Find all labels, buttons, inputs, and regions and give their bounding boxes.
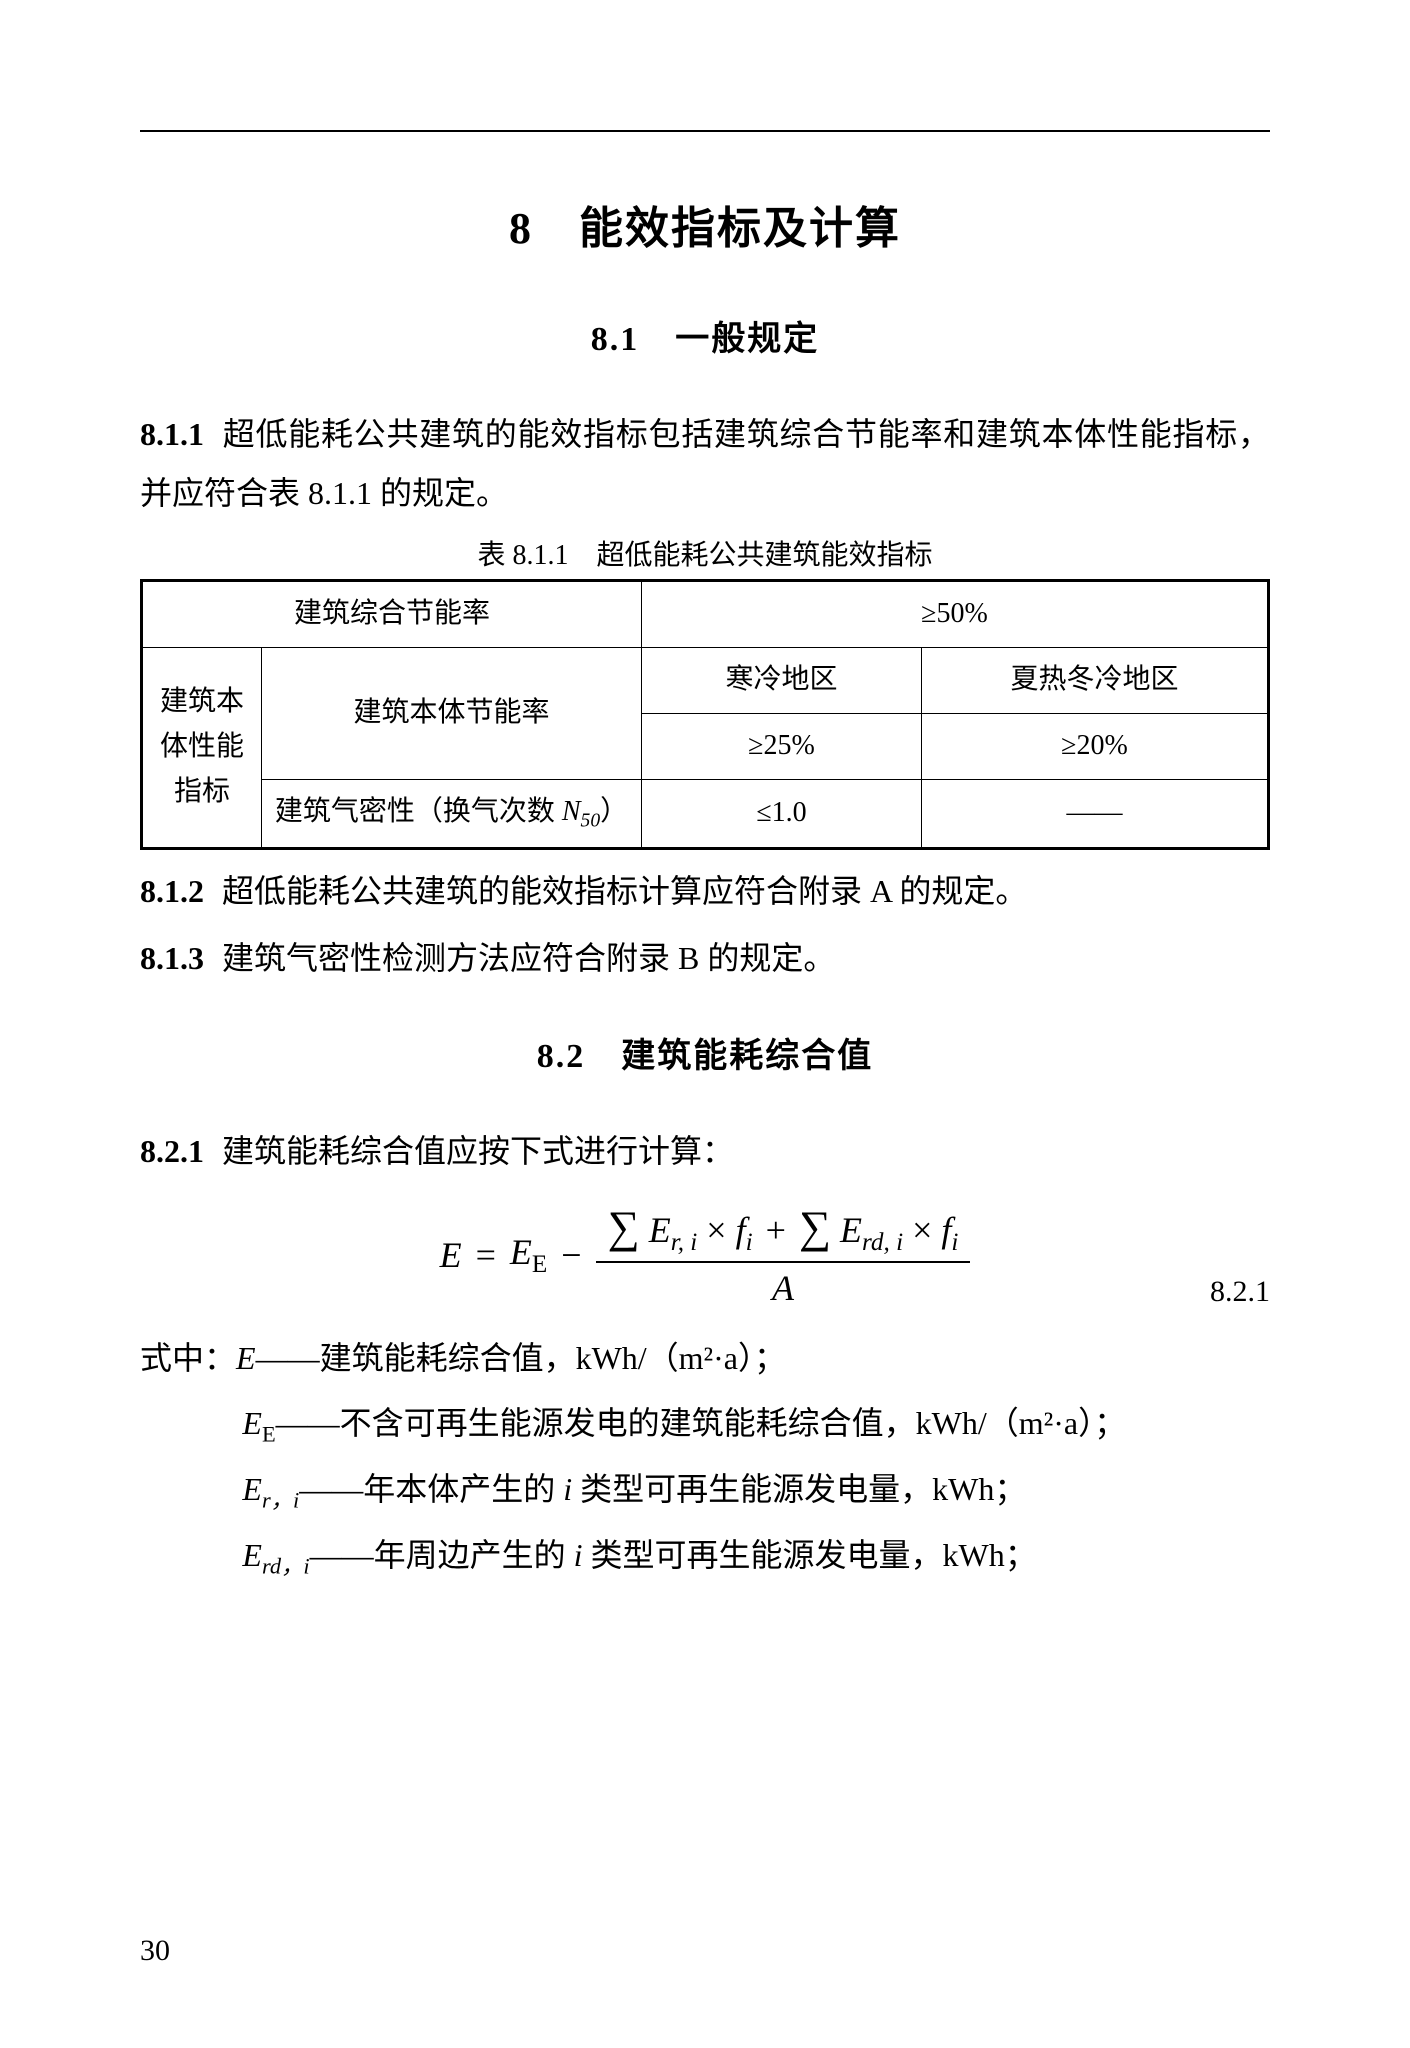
fraction: ∑ Er, i × fi + ∑ Erd, i × fi A [596,1201,971,1309]
def-symbol-sub: r，i [262,1487,299,1512]
clause-num: 8.1.1 [140,416,204,452]
numerator: ∑ Er, i × fi + ∑ Erd, i × fi [596,1201,971,1263]
sym-eq: = [476,1234,496,1276]
sym-times: × [912,1210,932,1250]
clause-8-2-1: 8.2.1 建筑能耗综合值应按下式进行计算： [140,1122,1270,1181]
sym-plus: + [766,1210,786,1250]
sym-Er: E [649,1210,671,1250]
chapter-title: 8 能效指标及计算 [140,192,1270,256]
clause-text: 超低能耗公共建筑的能效指标包括建筑综合节能率和建筑本体性能指标，并应符合表 8.… [140,416,1270,511]
def-line: EE——不含可再生能源发电的建筑能耗综合值，kWh/（m²·a）； [140,1392,1270,1456]
clause-text: 超低能耗公共建筑的能效指标计算应符合附录 A 的规定。 [222,873,1027,909]
cell-header: 夏热冬冷地区 [922,648,1269,714]
sigma-icon: ∑ [799,1202,831,1252]
var-N-sub: 50 [581,810,601,831]
cell-value: —— [922,779,1269,848]
clause-num: 8.1.2 [140,873,204,909]
section-8-1-title: 8.1 一般规定 [140,311,1270,360]
sym-fi: f [736,1210,746,1250]
def-symbol: E [236,1340,256,1376]
sym-fi: f [941,1210,951,1250]
clause-text: 建筑气密性检测方法应符合附录 B 的规定。 [222,940,835,976]
sym-E-base: E [510,1232,532,1272]
table-row: 建筑本体性能指标 建筑本体节能率 寒冷地区 夏热冬冷地区 [142,648,1269,714]
cell-value: ≤1.0 [642,779,922,848]
cell-header: 寒冷地区 [642,648,922,714]
clause-text: 建筑能耗综合值应按下式进行计算： [222,1133,734,1169]
def-text-post: 类型可再生能源发电量，kWh； [583,1537,1037,1573]
sym-E: E [440,1234,462,1276]
cell-value: ≥20% [922,713,1269,779]
def-symbol-sub: E [262,1421,276,1446]
table-8-1-1: 建筑综合节能率 ≥50% 建筑本体性能指标 建筑本体节能率 寒冷地区 夏热冬冷地… [140,579,1270,849]
sym-fi-sub: i [951,1229,958,1256]
var-N: N [562,796,581,827]
clause-num: 8.1.3 [140,940,204,976]
denominator: A [772,1263,794,1309]
equation-8-2-1: E = EE − ∑ Er, i × fi + ∑ Erd, i × fi A [140,1201,1270,1309]
clause-num: 8.2.1 [140,1133,204,1169]
sigma-icon: ∑ [608,1202,640,1252]
sym-minus: − [561,1234,581,1276]
cell-label: 建筑综合节能率 [142,581,642,648]
def-line: 式中：E——建筑能耗综合值，kWh/（m²·a）； [140,1327,1270,1389]
cell-value: ≥25% [642,713,922,779]
sym-Erd-sub: rd, i [862,1229,903,1256]
sym-EE: EE [510,1231,547,1279]
sym-Erd: E [840,1210,862,1250]
def-text-pre: ——年本体产生的 [299,1471,563,1507]
label-prefix: 建筑气密性（换气次数 [275,796,562,827]
def-symbol-sub: rd，i [262,1553,310,1578]
def-symbol: E [242,1405,262,1441]
table-8-1-1-caption: 表 8.1.1 超低能耗公共建筑能效指标 [140,533,1270,573]
cell-value: ≥50% [642,581,1269,648]
sym-times: × [706,1210,726,1250]
def-text: ——不含可再生能源发电的建筑能耗综合值，kWh/（m²·a）； [276,1405,1126,1441]
clause-8-1-1: 8.1.1超低能耗公共建筑的能效指标包括建筑综合节能率和建筑本体性能指标，并应符… [140,405,1270,523]
sym-E-sub: E [532,1251,547,1278]
table-row: 建筑气密性（换气次数 N50） ≤1.0 —— [142,779,1269,848]
def-text-pre: ——年周边产生的 [310,1537,574,1573]
equation-number: 8.2.1 [1210,1275,1270,1309]
def-text: ——建筑能耗综合值，kWh/（m²·a）； [256,1340,786,1376]
def-line: Erd，i——年周边产生的 i 类型可再生能源发电量，kWh； [140,1524,1270,1588]
definitions: 式中：E——建筑能耗综合值，kWh/（m²·a）； EE——不含可再生能源发电的… [140,1327,1270,1588]
clause-8-1-2: 8.1.2 超低能耗公共建筑的能效指标计算应符合附录 A 的规定。 [140,862,1270,921]
sym-fi-sub: i [746,1229,753,1256]
def-symbol: E [242,1537,262,1573]
sym-Er-sub: r, i [671,1229,698,1256]
def-text-i: i [574,1537,583,1573]
label-suffix: ） [600,796,628,827]
def-line: Er，i——年本体产生的 i 类型可再生能源发电量，kWh； [140,1458,1270,1522]
def-symbol: E [242,1471,262,1507]
cell-label: 建筑气密性（换气次数 N50） [262,779,642,848]
section-8-2-title: 8.2 建筑能耗综合值 [140,1028,1270,1077]
clause-8-1-3: 8.1.3 建筑气密性检测方法应符合附录 B 的规定。 [140,929,1270,988]
def-text-i: i [563,1471,572,1507]
top-rule [140,130,1270,132]
table-row: 建筑综合节能率 ≥50% [142,581,1269,648]
def-intro: 式中： [140,1340,236,1376]
page-number: 30 [140,1934,170,1968]
cell-label: 建筑本体节能率 [262,648,642,780]
cell-group-label: 建筑本体性能指标 [142,648,262,849]
def-text-post: 类型可再生能源发电量，kWh； [572,1471,1026,1507]
